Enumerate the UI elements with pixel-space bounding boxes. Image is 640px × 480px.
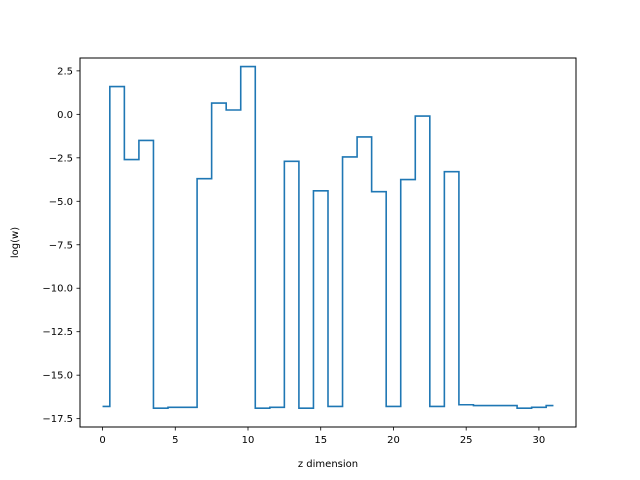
x-tick-label: 0 [99,435,105,446]
y-tick-label: −10.0 [42,284,73,295]
y-tick-label: −15.0 [42,371,73,382]
series-group [102,65,554,410]
y-tick-label: −17.5 [42,414,73,425]
x-axis-label: z dimension [298,459,358,470]
x-tick-label: 15 [314,435,327,446]
plot-frame [79,57,577,428]
y-tick-label: 2.5 [57,66,73,77]
y-tick-label: −5.0 [49,197,73,208]
y-tick-label: −7.5 [49,240,73,251]
y-tick-label: −2.5 [49,153,73,164]
x-tick-label: 10 [242,435,255,446]
x-tick-label: 5 [172,435,178,446]
x-tick-label: 25 [460,435,473,446]
y-axis-ticks: 2.5 0.0 −2.5 −5.0 −7.5 −10.0 −12.5 −15.0 −17.5 [42,66,80,425]
series-line [102,65,554,410]
x-tick-label: 20 [387,435,400,446]
y-tick-label: −12.5 [42,327,73,338]
y-axis-label: log(w) [10,227,21,258]
x-tick-label: 30 [533,435,546,446]
y-tick-label: 0.0 [57,110,73,121]
x-axis-ticks: 0 5 10 15 20 25 30 [99,427,545,446]
